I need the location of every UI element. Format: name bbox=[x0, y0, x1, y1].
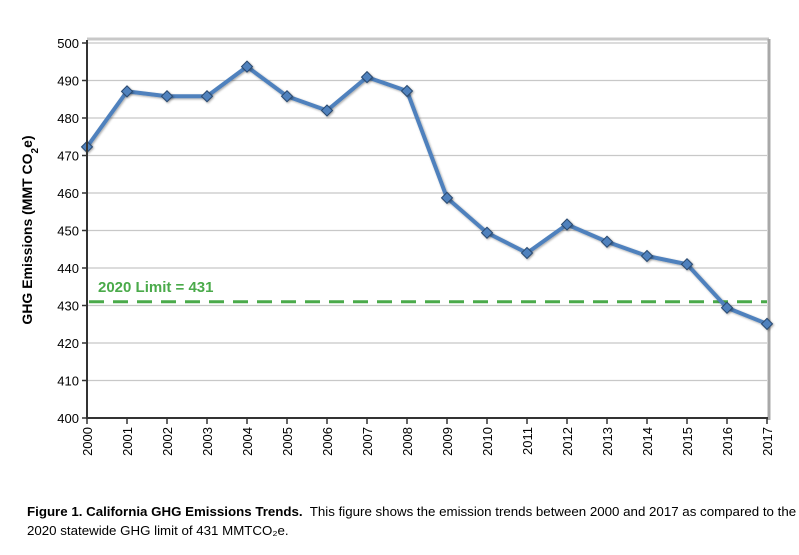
x-tick-label: 2006 bbox=[320, 427, 335, 456]
y-axis-label: GHG Emissions (MMT CO2e) bbox=[19, 135, 41, 324]
y-tick-label: 430 bbox=[57, 299, 79, 314]
data-point-2012 bbox=[560, 218, 574, 231]
data-point-2007 bbox=[360, 70, 374, 84]
data-point-2003 bbox=[200, 90, 214, 103]
series-line bbox=[85, 64, 768, 326]
data-point-2008 bbox=[400, 84, 414, 98]
x-tick-label: 2011 bbox=[520, 427, 535, 455]
y-tick-label: 490 bbox=[57, 74, 79, 89]
y-tick-label: 450 bbox=[57, 224, 79, 239]
data-point-2010 bbox=[480, 226, 494, 239]
y-tick-label: 480 bbox=[57, 111, 79, 126]
data-point-2016 bbox=[720, 301, 734, 314]
plot-area bbox=[87, 38, 769, 418]
caption-title: Figure 1. California GHG Emissions Trend… bbox=[27, 504, 303, 519]
data-point-2005 bbox=[280, 90, 294, 103]
data-point-2006 bbox=[320, 104, 334, 117]
data-point-2009 bbox=[440, 191, 454, 205]
x-tick-label: 2002 bbox=[160, 427, 175, 456]
x-tick-label: 2008 bbox=[400, 427, 415, 456]
y-tick-label: 440 bbox=[57, 261, 79, 276]
x-tick-label: 2004 bbox=[240, 427, 255, 456]
data-point-2014 bbox=[640, 249, 654, 263]
x-tick-label: 2015 bbox=[680, 427, 695, 456]
figure-caption: Figure 1. California GHG Emissions Trend… bbox=[27, 502, 797, 540]
x-tick-label: 2012 bbox=[560, 427, 575, 456]
data-point-2015 bbox=[680, 258, 694, 271]
data-point-2017 bbox=[760, 317, 774, 331]
limit-label: 2020 Limit = 431 bbox=[98, 279, 214, 296]
x-tick-label: 2007 bbox=[360, 427, 375, 456]
x-tick-label: 2000 bbox=[80, 427, 95, 456]
y-tick-label: 470 bbox=[57, 149, 79, 164]
y-tick-label: 400 bbox=[57, 411, 79, 426]
x-tick-label: 2009 bbox=[440, 427, 455, 456]
y-tick-label: 410 bbox=[57, 374, 79, 389]
x-tick-label: 2003 bbox=[200, 427, 215, 456]
data-point-2011 bbox=[520, 246, 534, 260]
x-tick-label: 2016 bbox=[720, 427, 735, 456]
y-tick-label: 500 bbox=[57, 36, 79, 51]
data-point-2001 bbox=[120, 85, 134, 98]
x-tick-label: 2001 bbox=[120, 427, 135, 456]
x-tick-label: 2017 bbox=[760, 427, 775, 456]
data-point-2002 bbox=[160, 90, 174, 103]
y-tick-label: 460 bbox=[57, 186, 79, 201]
x-tick-label: 2013 bbox=[600, 427, 615, 456]
y-tick-label: 420 bbox=[57, 336, 79, 351]
x-tick-label: 2014 bbox=[640, 427, 655, 456]
x-tick-label: 2010 bbox=[480, 427, 495, 456]
caption-text: This figure shows the emission trends be… bbox=[27, 504, 797, 538]
x-tick-label: 2005 bbox=[280, 427, 295, 456]
data-point-2013 bbox=[600, 235, 614, 248]
data-point-2004 bbox=[240, 60, 254, 73]
